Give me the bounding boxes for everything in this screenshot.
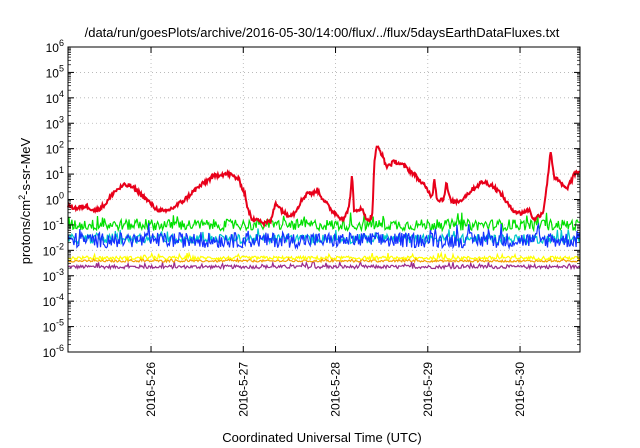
chart-title: /data/run/goesPlots/archive/2016-05-30/1… xyxy=(85,25,560,40)
y-axis-label-superscript: 2 xyxy=(17,195,27,200)
x-tick-label: 2016-5-27 xyxy=(236,362,250,417)
y-tick-label-base: 10 xyxy=(46,66,60,80)
y-tick-label-exp: 1 xyxy=(59,165,64,175)
x-axis-label: Coordinated Universal Time (UTC) xyxy=(222,430,421,445)
y-tick-label-base: 10 xyxy=(46,92,60,106)
series-line xyxy=(67,259,581,271)
gridlines xyxy=(68,47,580,352)
y-tick-label-base: 10 xyxy=(43,321,57,335)
x-tick-label: 2016-5-30 xyxy=(513,362,527,417)
y-tick-label: 10-5 xyxy=(43,318,64,335)
series-group xyxy=(67,145,581,271)
x-tick-label: 2016-5-26 xyxy=(144,362,158,417)
y-tick-label: 10-3 xyxy=(43,267,64,284)
series-line xyxy=(67,256,581,264)
y-tick-label-exp: -3 xyxy=(56,267,64,277)
y-tick-label: 105 xyxy=(46,63,64,80)
y-tick-label-exp: 4 xyxy=(59,89,64,99)
y-tick-label-base: 10 xyxy=(43,219,57,233)
y-axis-label-part1: protons/cm xyxy=(18,200,33,264)
y-tick-label: 103 xyxy=(46,114,64,131)
y-tick-label-base: 10 xyxy=(46,143,60,157)
axis-ticks xyxy=(68,46,580,353)
y-tick-label-base: 10 xyxy=(46,194,60,208)
y-axis-label: protons/cm2-s-sr-MeV xyxy=(17,137,33,264)
y-tick-label-exp: 0 xyxy=(59,191,64,201)
y-tick-label: 10-1 xyxy=(43,216,64,233)
y-tick-label: 10-2 xyxy=(43,241,64,258)
y-tick-label-exp: 5 xyxy=(59,63,64,73)
y-tick-label-base: 10 xyxy=(46,41,60,55)
series-line xyxy=(67,212,581,233)
y-tick-label-base: 10 xyxy=(43,295,57,309)
y-tick-label-exp: 6 xyxy=(59,38,64,48)
y-tick-label-exp: -6 xyxy=(56,343,64,353)
y-tick-label-exp: -5 xyxy=(56,318,64,328)
y-tick-label: 104 xyxy=(46,89,64,106)
y-tick-label: 10-6 xyxy=(43,343,64,360)
series-line xyxy=(67,222,581,250)
y-tick-label-exp: 2 xyxy=(59,140,64,150)
x-tick-label: 2016-5-29 xyxy=(421,362,435,417)
y-tick-labels: 10-610-510-410-310-210-11001011021031041… xyxy=(43,38,64,360)
y-tick-label-base: 10 xyxy=(43,346,57,360)
y-tick-label: 100 xyxy=(46,191,64,208)
y-tick-label: 102 xyxy=(46,140,64,157)
y-tick-label: 106 xyxy=(46,38,64,55)
y-tick-label-exp: -2 xyxy=(56,241,64,251)
x-tick-labels: 2016-5-26 2016-5-27 2016-5-28 2016-5-29 2016… xyxy=(144,362,527,417)
y-tick-label: 101 xyxy=(46,165,64,182)
x-tick-label: 2016-5-28 xyxy=(329,362,343,417)
series-line xyxy=(67,250,581,262)
y-axis-label-part2: -s-sr-MeV xyxy=(18,137,33,194)
y-tick-label-exp: 3 xyxy=(59,114,64,124)
y-tick-label-exp: -1 xyxy=(56,216,64,226)
y-tick-label-base: 10 xyxy=(46,117,60,131)
y-tick-label-exp: -4 xyxy=(56,292,64,302)
y-tick-label: 10-4 xyxy=(43,292,64,309)
series-line-red xyxy=(67,145,581,229)
y-tick-label-base: 10 xyxy=(43,270,57,284)
y-tick-label-base: 10 xyxy=(43,244,57,258)
y-tick-label-base: 10 xyxy=(46,168,60,182)
